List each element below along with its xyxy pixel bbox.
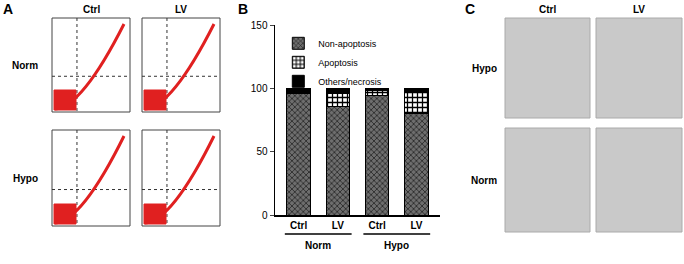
svg-text:Non-apoptosis: Non-apoptosis	[318, 39, 377, 49]
svg-text:Hypo: Hypo	[13, 173, 38, 184]
svg-text:Hypo: Hypo	[472, 63, 497, 74]
svg-text:150: 150	[251, 20, 268, 31]
svg-text:0: 0	[262, 210, 268, 221]
svg-text:Norm: Norm	[12, 60, 38, 71]
svg-text:Norm: Norm	[305, 240, 331, 251]
svg-text:Ctrl: Ctrl	[369, 220, 386, 231]
svg-text:100: 100	[251, 83, 268, 94]
svg-text:B: B	[238, 1, 248, 17]
svg-text:50: 50	[256, 146, 268, 157]
svg-text:Others/necrosis: Others/necrosis	[318, 77, 382, 87]
svg-text:Apoptosis: Apoptosis	[318, 58, 358, 68]
svg-text:Ctrl: Ctrl	[83, 4, 100, 15]
svg-text:Norm: Norm	[471, 175, 497, 186]
svg-text:LV: LV	[332, 220, 344, 231]
svg-text:LV: LV	[410, 220, 422, 231]
svg-text:LV: LV	[633, 4, 645, 15]
svg-text:A: A	[3, 1, 13, 17]
svg-text:LV: LV	[175, 4, 187, 15]
svg-text:C: C	[465, 1, 475, 17]
svg-text:Ctrl: Ctrl	[290, 220, 307, 231]
svg-text:Hypo: Hypo	[384, 240, 409, 251]
svg-text:Ctrl: Ctrl	[539, 4, 556, 15]
